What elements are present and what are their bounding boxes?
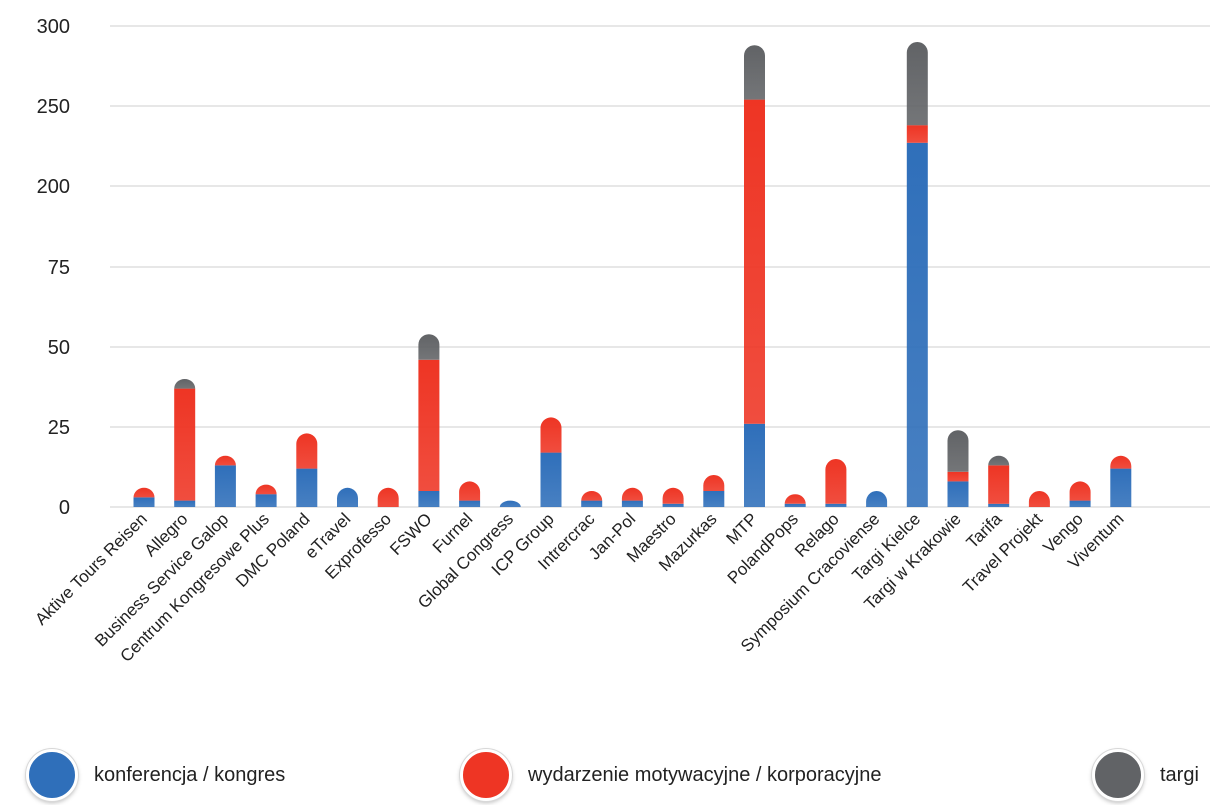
bar-segment xyxy=(906,42,928,126)
y-tick-label: 200 xyxy=(37,176,70,198)
bar-segment xyxy=(540,417,562,453)
bar-segment xyxy=(947,430,969,472)
bar-segment xyxy=(744,423,765,507)
bar-segment xyxy=(988,455,1010,466)
bar-segment xyxy=(255,484,277,495)
bar-segment xyxy=(906,142,928,508)
bar-segment xyxy=(703,475,725,491)
bar-segment xyxy=(296,468,318,507)
bar-segment xyxy=(418,334,440,360)
bar-segment xyxy=(174,500,196,507)
bar-segment xyxy=(296,433,318,469)
bar-segment xyxy=(784,494,806,504)
x-tick-label: FSWO xyxy=(386,509,435,558)
bar-segment xyxy=(1069,481,1091,501)
bar-segment xyxy=(418,359,440,491)
bar-segment xyxy=(825,459,847,504)
bar-segment xyxy=(581,491,603,501)
bar-segment xyxy=(703,491,725,507)
bar-segment xyxy=(214,455,236,466)
legend-swatch-blue-icon xyxy=(26,749,78,801)
bar-segment xyxy=(866,491,888,507)
bar-segment xyxy=(540,452,562,507)
bar-segment xyxy=(133,487,155,498)
y-tick-label: 25 xyxy=(48,417,70,439)
bar-segment xyxy=(1069,500,1091,507)
bar-segment xyxy=(947,471,969,482)
bar-segment xyxy=(621,500,643,507)
bar-segment xyxy=(377,487,399,507)
bar-segment xyxy=(947,481,969,507)
bar-segment xyxy=(581,500,603,507)
bar-segment xyxy=(499,500,521,507)
bar-segment xyxy=(825,503,847,507)
legend-label: targi xyxy=(1160,763,1199,786)
bar-segment xyxy=(459,481,481,501)
bar-segment xyxy=(214,465,236,507)
legend-item-targi: targi xyxy=(1092,745,1199,805)
bar-segment xyxy=(906,125,928,143)
legend: konferencja / kongres wydarzenie motywac… xyxy=(0,745,1214,805)
legend-swatch-red-icon xyxy=(460,749,512,801)
bar-segment xyxy=(621,487,643,501)
bar-segment xyxy=(1110,455,1132,469)
bar-segment xyxy=(1110,468,1132,507)
y-tick-label: 250 xyxy=(37,96,70,118)
bar-segment xyxy=(255,494,277,507)
legend-item-konferencja: konferencja / kongres xyxy=(26,745,285,805)
bar-segment xyxy=(662,503,684,507)
bars xyxy=(133,42,1132,508)
bar-segment xyxy=(988,465,1010,504)
y-tick-label: 50 xyxy=(48,337,70,359)
legend-swatch-gray-icon xyxy=(1092,749,1144,801)
bar-segment xyxy=(1028,491,1050,507)
y-tick-label: 75 xyxy=(48,257,70,279)
y-tick-label: 300 xyxy=(37,16,70,38)
bar-segment xyxy=(133,497,155,507)
y-tick-label: 0 xyxy=(59,497,70,519)
bar-segment xyxy=(174,388,196,501)
legend-label: wydarzenie motywacyjne / korporacyjne xyxy=(528,763,882,786)
bar-segment xyxy=(174,379,196,389)
legend-label: konferencja / kongres xyxy=(94,763,286,786)
bar-segment xyxy=(459,500,481,507)
bar-segment xyxy=(784,503,806,507)
gridlines xyxy=(110,25,1210,508)
legend-item-wydarzenie: wydarzenie motywacyjne / korporacyjne xyxy=(460,745,882,805)
bar-segment xyxy=(662,487,684,504)
stacked-bar-chart: 0 25 50 75 200 250 300 Aktive Tours ReisenAlle… xyxy=(31,16,1210,666)
bar-segment xyxy=(744,45,765,100)
bar-segment xyxy=(337,487,358,507)
bar-segment xyxy=(744,99,765,424)
y-axis: 0 25 50 75 200 250 300 xyxy=(37,16,70,519)
bar-segment xyxy=(988,503,1010,507)
bar-segment xyxy=(418,491,440,507)
